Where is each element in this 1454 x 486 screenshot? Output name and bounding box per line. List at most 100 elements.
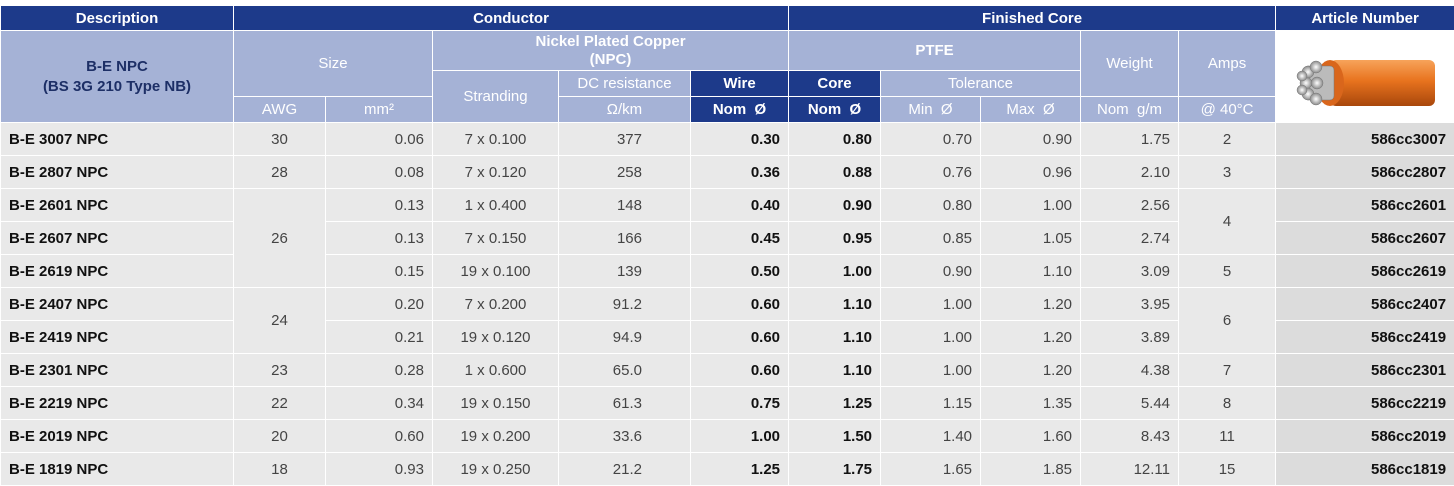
cell-mm2: 0.21	[325, 320, 433, 354]
header-cell: Nickel Plated Copper (NPC)	[431, 30, 790, 71]
table-row: B-E 2219 NPC 22 0.34 19 x 0.150 61.3 0.75 1.25…	[0, 386, 1454, 420]
cell-max: 1.00	[980, 188, 1082, 222]
cell-wire-nom: 1.00	[689, 419, 790, 453]
cell-article: 586cc2019	[1275, 419, 1454, 453]
cell-stranding: 7 x 0.120	[432, 155, 559, 189]
cell-amps: 15	[1178, 452, 1277, 486]
cell-mm2: 0.06	[325, 122, 433, 156]
cell-core-nom: 1.10	[788, 320, 882, 354]
cell-wire-nom: 0.60	[689, 353, 790, 387]
cell-mm2: 0.60	[325, 419, 433, 453]
cell-weight: 3.89	[1080, 320, 1180, 354]
header-cell: Article Number	[1275, 5, 1454, 31]
cell-max: 1.60	[980, 419, 1082, 453]
cell-awg: 24	[233, 287, 326, 354]
cell-core-nom: 1.50	[788, 419, 882, 453]
cell-awg: 30	[233, 122, 326, 156]
cell-wire-nom: 0.45	[689, 221, 790, 255]
cell-core-nom: 0.95	[788, 221, 882, 255]
cell-min: 1.40	[880, 419, 982, 453]
cell-amps: 6	[1178, 287, 1277, 354]
cell-amps: 11	[1178, 419, 1277, 453]
header-cell: Conductor	[232, 5, 790, 31]
cell-description: B-E 2807 NPC	[0, 155, 234, 189]
header-cell: PTFE	[788, 30, 1082, 71]
cell-resistance: 148	[558, 188, 691, 222]
cell-weight: 3.95	[1080, 287, 1180, 321]
cell-wire-nom: 1.25	[689, 452, 790, 486]
header-cell: Max Ø	[980, 96, 1082, 123]
header-cell: Core	[788, 70, 882, 97]
cell-amps: 7	[1178, 353, 1277, 387]
cell-description: B-E 3007 NPC	[0, 122, 234, 156]
cell-core-nom: 1.10	[788, 353, 882, 387]
cell-min: 1.15	[880, 386, 982, 420]
cell-article: 586cc1819	[1275, 452, 1454, 486]
cell-wire-nom: 0.75	[689, 386, 790, 420]
cell-resistance: 21.2	[558, 452, 691, 486]
header-cell: Min Ø	[880, 96, 982, 123]
cell-resistance: 377	[558, 122, 691, 156]
cell-stranding: 1 x 0.400	[432, 188, 559, 222]
cell-weight: 8.43	[1080, 419, 1180, 453]
cell-mm2: 0.15	[325, 254, 433, 288]
page: Description Conductor Finished Core Arti…	[0, 5, 1454, 486]
cell-min: 0.80	[880, 188, 982, 222]
cell-min: 1.00	[880, 287, 982, 321]
header-cell: Wire	[689, 70, 790, 97]
cell-min: 0.85	[880, 221, 982, 255]
cell-stranding: 19 x 0.120	[432, 320, 559, 354]
cell-amps: 8	[1178, 386, 1277, 420]
table-row: B-E 2807 NPC 28 0.08 7 x 0.120 258 0.36 0.88 0.…	[0, 155, 1454, 189]
npc-abbr: (NPC)	[589, 50, 632, 68]
header-cell: Nom Ø	[689, 96, 790, 123]
cell-article: 586cc2807	[1275, 155, 1454, 189]
cell-stranding: 7 x 0.200	[432, 287, 559, 321]
cell-max: 1.20	[980, 353, 1082, 387]
cell-awg: 28	[233, 155, 326, 189]
cell-awg: 23	[233, 353, 326, 387]
cell-core-nom: 1.00	[788, 254, 882, 288]
cell-description: B-E 2607 NPC	[0, 221, 234, 255]
cell-weight: 2.74	[1080, 221, 1180, 255]
cell-wire-nom: 0.60	[689, 287, 790, 321]
cell-description: B-E 2219 NPC	[0, 386, 234, 420]
header-cell: Description	[0, 5, 234, 31]
cell-article: 586cc2419	[1275, 320, 1454, 354]
cell-wire-nom: 0.40	[689, 188, 790, 222]
cell-article: 586cc2619	[1275, 254, 1454, 288]
table-row: B-E 2301 NPC 23 0.28 1 x 0.600 65.0 0.60 1.10 1…	[0, 353, 1454, 387]
cell-article: 586cc2301	[1275, 353, 1454, 387]
cell-wire-nom: 0.60	[689, 320, 790, 354]
cell-description: B-E 2419 NPC	[0, 320, 234, 354]
cell-min: 1.65	[880, 452, 982, 486]
header-cell: Nom g/m	[1080, 96, 1180, 123]
table-row: B-E 2607 NPC 0.13 7 x 0.150 166 0.45 0.95 0.85…	[0, 221, 1454, 255]
cell-description: B-E 2301 NPC	[0, 353, 234, 387]
cell-resistance: 139	[558, 254, 691, 288]
cell-resistance: 94.9	[558, 320, 691, 354]
cell-mm2: 0.13	[325, 221, 433, 255]
header-cell: @ 40°C	[1178, 96, 1277, 123]
cell-min: 1.00	[880, 353, 982, 387]
product: B-E NPC	[86, 57, 148, 75]
cell-mm2: 0.20	[325, 287, 433, 321]
cell-resistance: 91.2	[558, 287, 691, 321]
cell-core-nom: 0.80	[788, 122, 882, 156]
cell-mm2: 0.08	[325, 155, 433, 189]
cell-resistance: 65.0	[558, 353, 691, 387]
cable-image	[1296, 60, 1436, 106]
cell-weight: 2.56	[1080, 188, 1180, 222]
table-body: B-E 3007 NPC 30 0.06 7 x 0.100 377 0.30 0.80 0.…	[0, 122, 1454, 486]
spec-table: Description Conductor Finished Core Arti…	[0, 5, 1454, 486]
header-cell: Amps	[1178, 30, 1277, 97]
cell-description: B-E 2407 NPC	[0, 287, 234, 321]
cell-awg: 20	[233, 419, 326, 453]
cell-awg: 26	[233, 188, 326, 288]
cell-description: B-E 2019 NPC	[0, 419, 234, 453]
cell-amps: 4	[1178, 188, 1277, 255]
cell-max: 1.85	[980, 452, 1082, 486]
cell-mm2: 0.28	[325, 353, 433, 387]
cell-article: 586cc2219	[1275, 386, 1454, 420]
header-cell: Finished Core	[788, 5, 1277, 31]
